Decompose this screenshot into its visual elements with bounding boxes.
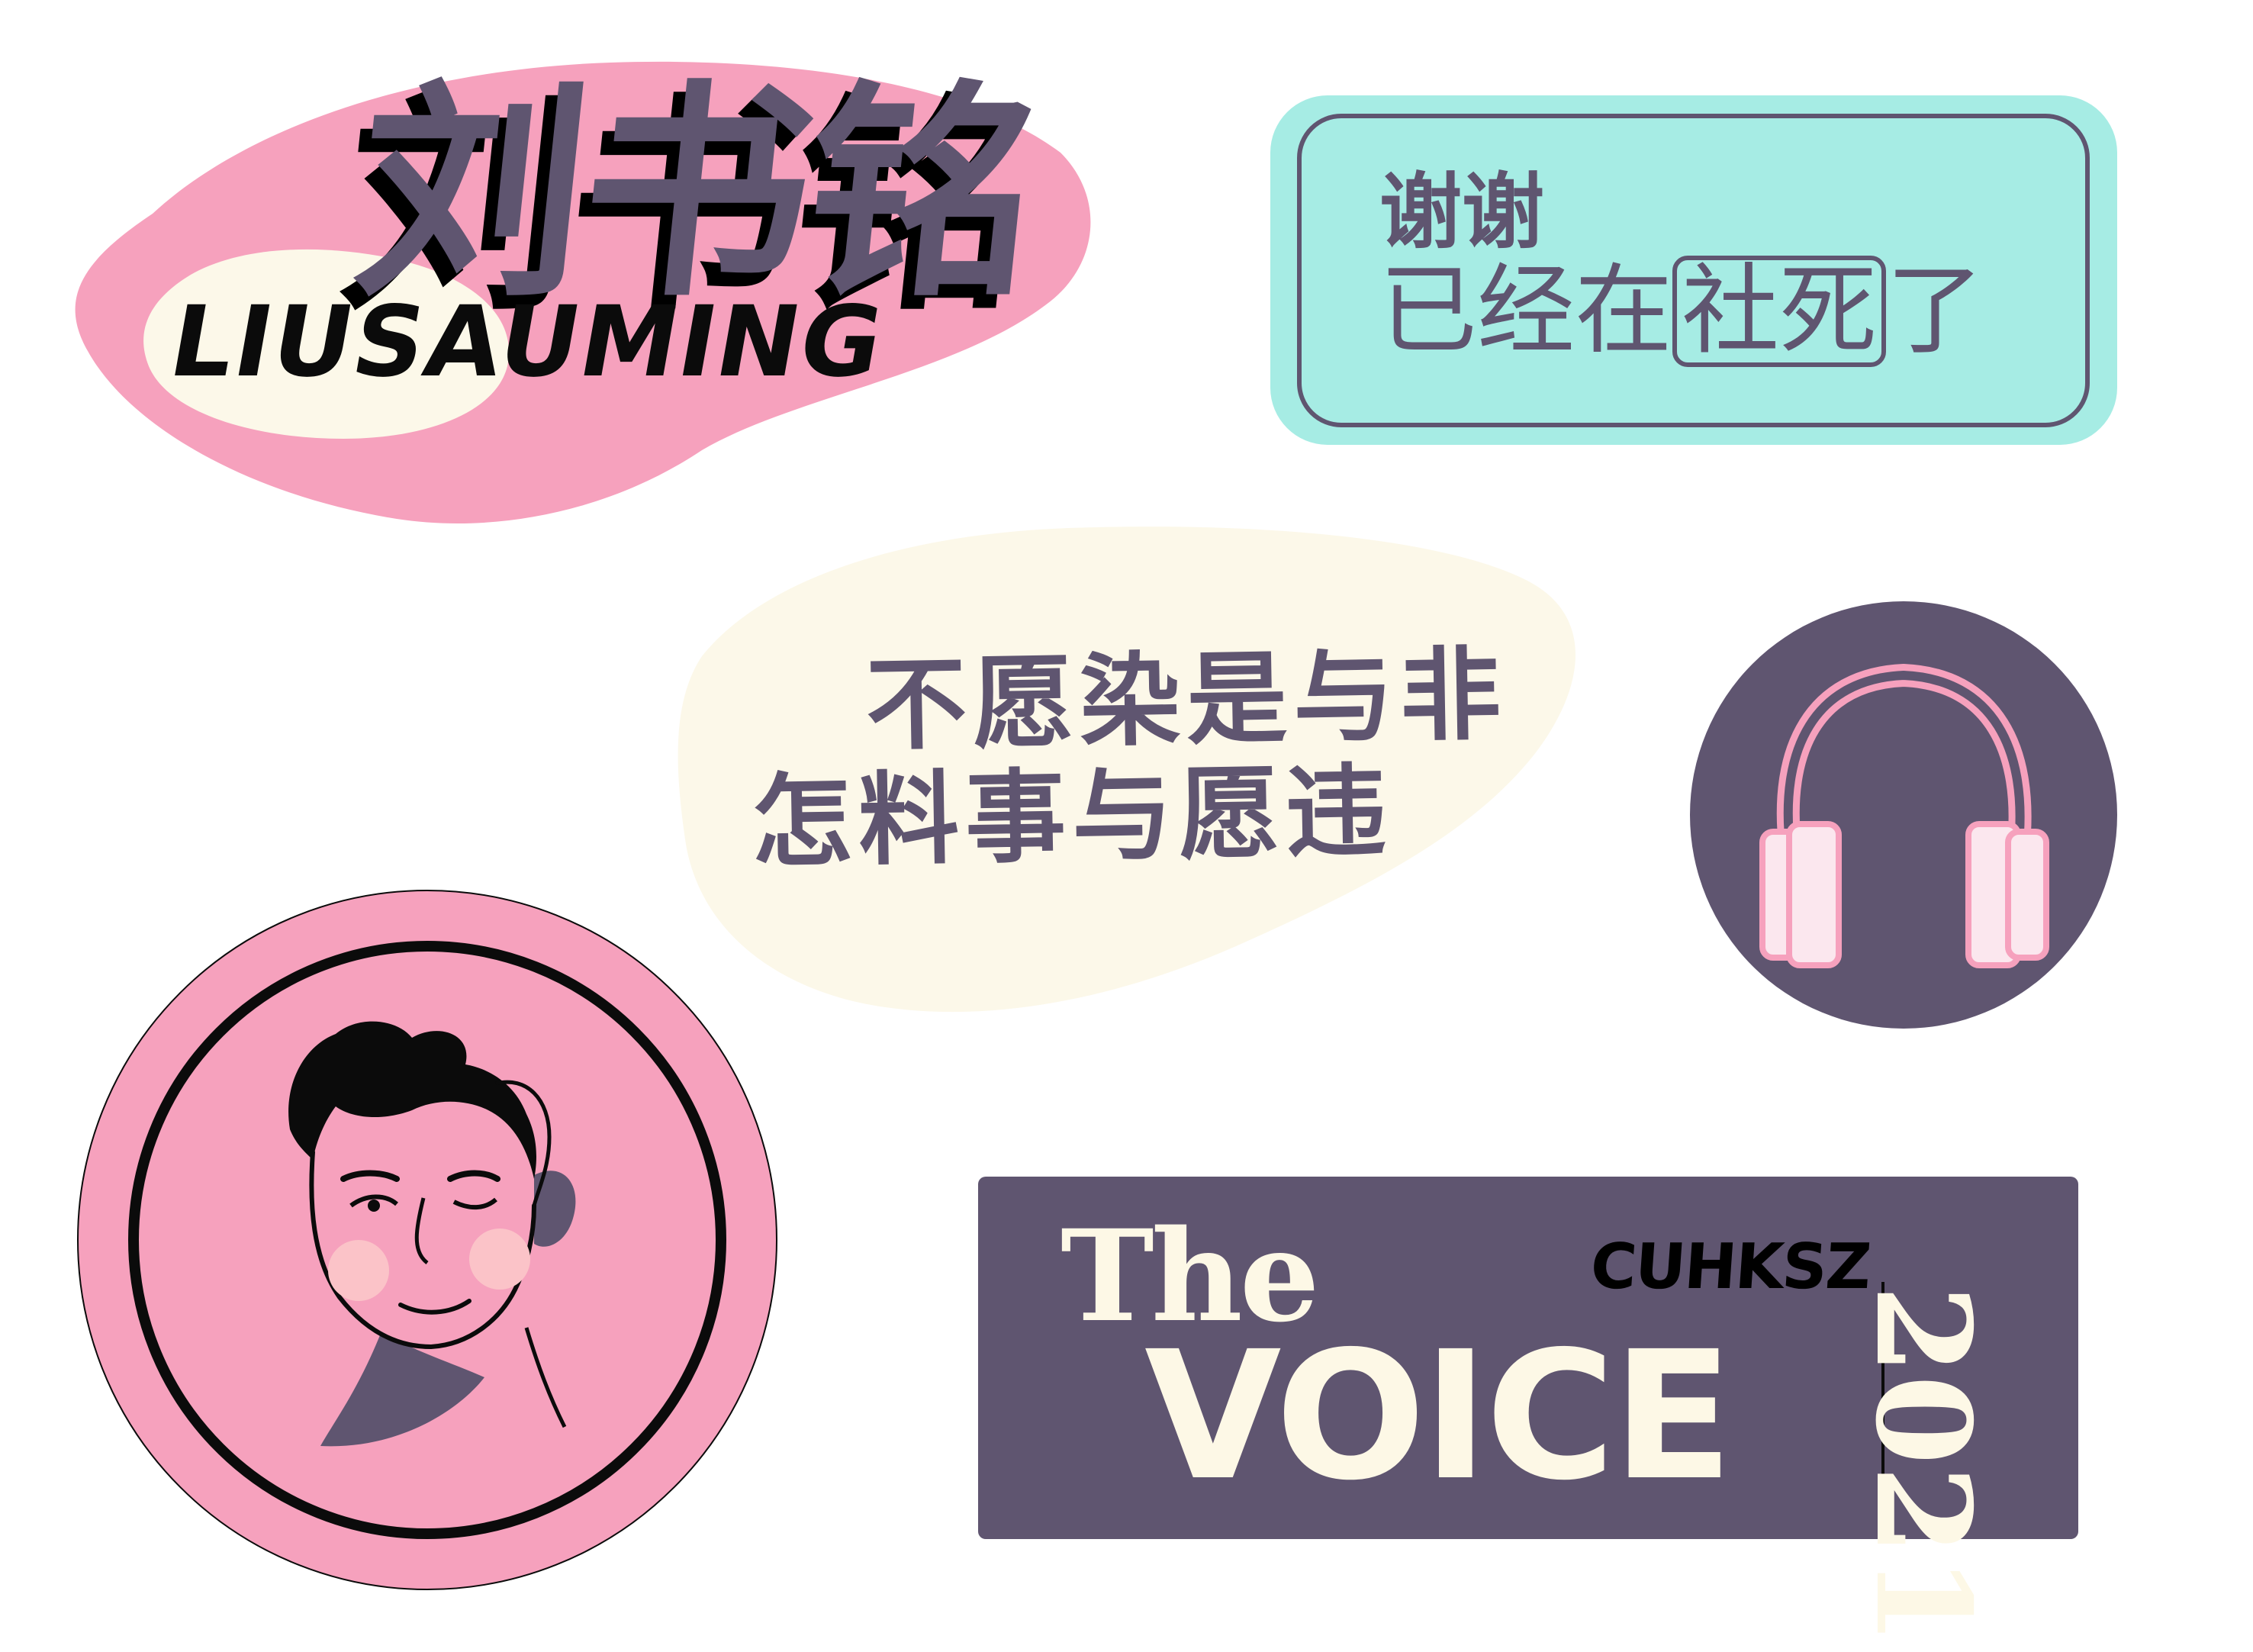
- voice-year-text: 2021: [1846, 1284, 1999, 1646]
- portrait-sticker-circle: [77, 890, 777, 1590]
- portrait-sticker-ring: [128, 941, 726, 1539]
- voice-main-text: VOICE: [1144, 1313, 1733, 1519]
- thanks-line-2: 已经在社死了: [1379, 254, 1984, 368]
- lyrics-sticker-cream-blob: [678, 527, 1575, 1013]
- thanks-line-2-after: 了: [1886, 254, 1984, 368]
- thanks-line-2-before: 已经在: [1379, 254, 1673, 368]
- thanks-sticker-border: [1297, 114, 2090, 427]
- voice-the-text: The: [1061, 1202, 1320, 1350]
- lyrics-line-1: 不愿染是与非: [864, 635, 1508, 765]
- voice-cuhksz-text: CUHKSZ: [1588, 1231, 1872, 1303]
- headphones-icon: [1759, 663, 2049, 968]
- name-english: LIUSAUMING: [161, 285, 893, 399]
- lyrics-line-2: 怎料事与愿违: [750, 752, 1394, 882]
- thanks-line-1: 谢谢: [1379, 165, 1545, 260]
- thanks-line-2-boxed: 社死: [1672, 256, 1887, 368]
- name-chinese: 刘书铭: [344, 61, 1046, 327]
- voice-sticker-bg: [978, 1177, 2078, 1539]
- thanks-sticker-mint-bg: [1270, 95, 2117, 445]
- man-portrait-icon: [288, 1021, 576, 1447]
- name-sticker-cream-blob: [143, 249, 510, 439]
